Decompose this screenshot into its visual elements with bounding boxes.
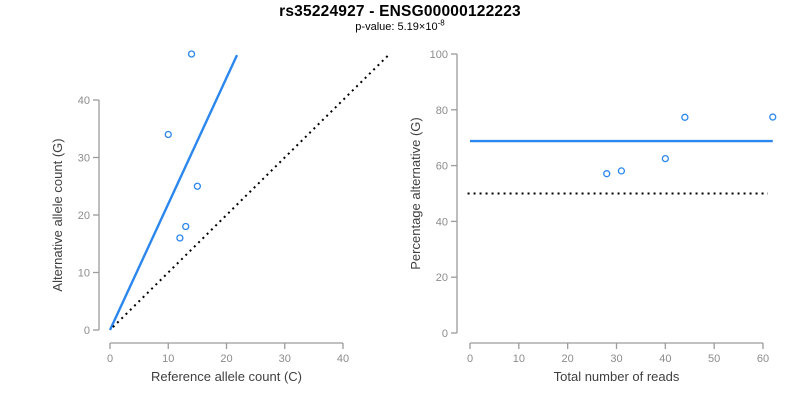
data-point <box>176 234 184 242</box>
p-value-exponent: -8 <box>437 18 445 28</box>
x-tick-label: 50 <box>708 353 720 365</box>
y-tick-label: 40 <box>436 216 448 228</box>
plot-allele-counts: 0 10 20 30 40 0 10 20 30 40 Reference allele count… <box>50 50 390 384</box>
plot-percentage-vs-reads: 0 20 40 60 80 100 0 10 20 30 40 50 60 Total number of… <box>408 49 777 384</box>
x-tick-label: 10 <box>162 353 174 365</box>
x-tick-label: 10 <box>513 353 525 365</box>
fit-line <box>108 54 239 331</box>
plot-subtitle: p-value: 5.19×10-8 <box>0 18 800 33</box>
x-axis-title: Total number of reads <box>554 369 680 384</box>
y-tick-label: 100 <box>430 49 448 61</box>
x-tick-label: 20 <box>220 353 232 365</box>
data-point <box>182 222 190 231</box>
x-tick-label: 20 <box>562 353 574 365</box>
y-tick-label: 30 <box>78 153 90 165</box>
data-point <box>617 167 626 175</box>
identity-line <box>112 54 390 328</box>
x-tick-label: 30 <box>610 353 622 365</box>
y-tick-label: 80 <box>436 105 448 117</box>
x-tick-label: 0 <box>467 353 473 365</box>
y-axis-title: Alternative allele count (G) <box>50 138 65 291</box>
y-tick-label: 0 <box>442 328 448 340</box>
x-tick-label: 40 <box>659 353 671 365</box>
data-point <box>193 182 202 190</box>
y-tick-label: 20 <box>436 272 448 284</box>
data-point <box>681 113 689 121</box>
x-tick-label: 40 <box>337 353 349 365</box>
data-point <box>164 130 172 139</box>
y-tick-label: 0 <box>84 325 90 337</box>
y-tick-label: 10 <box>78 268 90 280</box>
data-point <box>661 154 669 163</box>
data-point <box>603 170 611 178</box>
x-tick-label: 30 <box>279 353 291 365</box>
y-tick-label: 60 <box>436 161 448 173</box>
p-value-text: p-value: 5.19×10 <box>355 21 438 33</box>
x-tick-label: 0 <box>107 353 113 365</box>
plot-title: rs35224927 - ENSG00000122223 <box>279 3 521 20</box>
x-axis-title: Reference allele count (C) <box>151 369 302 384</box>
y-tick-label: 40 <box>78 95 90 107</box>
x-tick-label: 60 <box>757 353 769 365</box>
y-axis-title: Percentage alternative (G) <box>408 117 423 269</box>
data-point <box>187 50 196 58</box>
data-point <box>769 113 777 121</box>
y-tick-label: 20 <box>78 210 90 222</box>
